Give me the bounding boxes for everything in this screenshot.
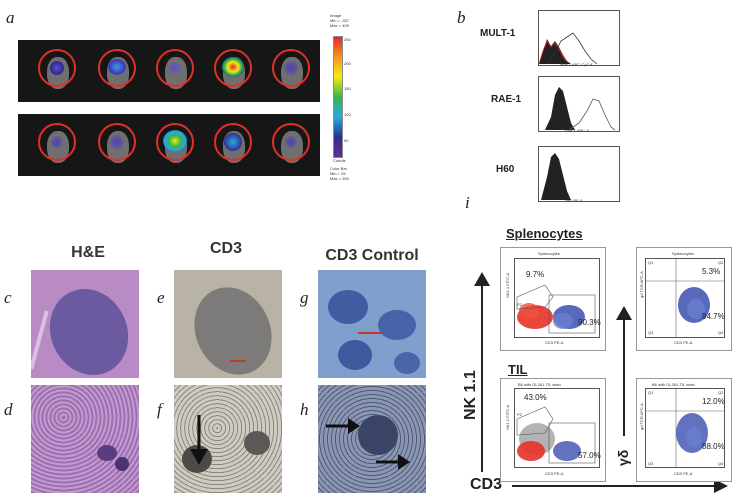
facs-til-gd — [645, 388, 725, 468]
panel-label-b: b — [457, 8, 466, 27]
arrow-right-icon — [376, 454, 410, 470]
imaging-row-1 — [18, 40, 320, 102]
facs-x-axis-label: CD3 PE-A — [674, 471, 693, 476]
facs-quad-label: Q3 — [648, 461, 654, 466]
color-tick: 50 — [344, 138, 349, 143]
til-title: TIL — [508, 362, 528, 377]
gd-axis-label: γδ — [615, 449, 631, 466]
facs-quad-label: Q3 — [648, 330, 654, 335]
panel-label-a: a — [6, 8, 15, 27]
facs-quad-label: Q1 — [648, 260, 654, 265]
facs-pct-bottom: 90.3% — [578, 318, 601, 327]
column-header-cd3: CD3 — [209, 240, 242, 257]
color-tick: 150 — [344, 86, 351, 91]
facs-spleno-nk — [514, 258, 600, 338]
cd3-axis-line — [512, 485, 717, 487]
facs-quad-label: Q2 — [718, 390, 724, 395]
facs-pct-top: 5.3% — [702, 267, 721, 276]
histogram-axis-label: H60 PE-A — [565, 198, 583, 203]
he-tissue-image-high-mag — [31, 385, 139, 493]
color-tick: 200 — [344, 61, 351, 66]
gd-axis-line — [623, 316, 625, 436]
he-tissue-image — [31, 270, 139, 378]
mouse-image — [264, 43, 318, 99]
facs-header: Splenocytes — [538, 251, 560, 256]
facs-pct-bottom: 57.0% — [578, 451, 601, 460]
nk-axis-label: NK 1.1 — [462, 370, 479, 420]
histogram-axis-label: Mult-1 APC-Cy7-A — [560, 62, 593, 67]
facs-pct-bottom: 94.7% — [702, 312, 725, 321]
panel-label-e: e — [157, 288, 165, 307]
imaging-color-bar — [333, 36, 343, 158]
histogram-h60 — [538, 146, 620, 202]
histogram-label-rae1: RAE-1 — [491, 94, 522, 105]
mouse-image — [90, 43, 144, 99]
facs-header: Splenocytes — [672, 251, 694, 256]
histogram-axis-label: Rae-1 APC-A — [565, 128, 590, 133]
panel-label-h: h — [300, 400, 309, 419]
facs-y-axis-label: gd TCR APC-A — [639, 403, 644, 430]
arrow-down-icon — [190, 415, 208, 465]
panel-label-c: c — [4, 288, 12, 307]
color-tick: 250 — [344, 37, 351, 42]
facs-spleno-gd — [645, 258, 725, 338]
mouse-image — [206, 117, 260, 173]
mouse-image — [30, 117, 84, 173]
arrow-right-icon — [326, 418, 360, 434]
facs-pct-top: 12.0% — [702, 397, 725, 406]
facs-y-axis-label: NK1.1 FITC-A — [505, 272, 510, 298]
facs-header: B6 with GL261-TIL stain — [652, 382, 695, 387]
mouse-image — [264, 117, 318, 173]
facs-til-nk — [514, 388, 600, 468]
facs-pct-top: 43.0% — [524, 393, 547, 402]
facs-y-axis-label: gd TCR APC-A — [639, 271, 644, 298]
histogram-rae1 — [538, 76, 620, 132]
facs-x-axis-label: CD3 PE-A — [545, 471, 564, 476]
facs-quad-label: Q1 — [648, 390, 654, 395]
cd3-control-tissue-image-high-mag — [318, 385, 426, 493]
facs-quad-label: Q4 — [718, 330, 724, 335]
imaging-row-2 — [18, 114, 320, 176]
panel-label-f: f — [157, 400, 162, 419]
facs-pct-bottom: 88.0% — [702, 442, 725, 451]
mouse-image — [148, 43, 202, 99]
facs-quad-label: Q4 — [718, 461, 724, 466]
facs-gate-label: P2 — [517, 412, 522, 417]
imaging-min-max: Image Min = -337 Max = 409 — [330, 13, 350, 28]
facs-header: B6 with GL261-TIL stain — [518, 382, 561, 387]
facs-x-axis-label: CD3 PE-A — [545, 340, 564, 345]
facs-x-axis-label: CD3 PE-A — [674, 340, 693, 345]
color-tick: 100 — [344, 112, 351, 117]
mouse-image — [90, 117, 144, 173]
color-counts-label: Counts — [333, 158, 346, 163]
facs-gate-label: P2 — [517, 302, 522, 307]
facs-quad-label: Q2 — [718, 260, 724, 265]
cd3-tissue-image-high-mag — [174, 385, 282, 493]
color-bar-range: Color Bar Min = 25 Max = 250 — [330, 166, 349, 181]
panel-label-d: d — [4, 400, 13, 419]
nk-axis-line — [481, 282, 483, 472]
splenocytes-title: Splenocytes — [506, 226, 583, 241]
facs-y-axis-label: NK1.1 FITC-A — [505, 404, 510, 430]
arrow-right-icon — [714, 479, 728, 493]
panel-label-g: g — [300, 288, 309, 307]
histogram-label-mult1: MULT-1 — [480, 28, 516, 39]
mouse-image — [206, 43, 260, 99]
cd3-control-tissue-image — [318, 270, 426, 378]
histogram-label-h60: H60 — [496, 164, 515, 175]
facs-pct-top: 9.7% — [526, 270, 545, 279]
panel-label-i: i — [465, 193, 470, 212]
histogram-mult1 — [538, 10, 620, 66]
arrow-up-icon — [474, 272, 490, 286]
arrow-up-icon — [616, 306, 632, 320]
cd3-tissue-image — [174, 270, 282, 378]
column-header-cd3-control: CD3 Control — [325, 247, 419, 264]
column-header-he: H&E — [71, 244, 105, 261]
mouse-image — [148, 117, 202, 173]
mouse-image — [30, 43, 84, 99]
cd3-axis-label: CD3 — [470, 476, 503, 493]
